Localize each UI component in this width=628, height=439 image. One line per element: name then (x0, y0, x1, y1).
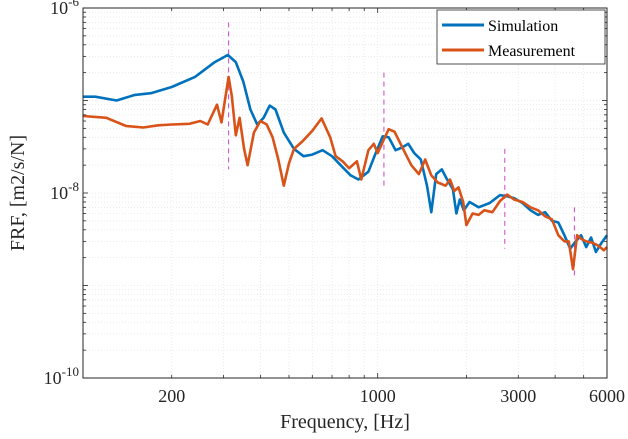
x-tick-label: 6000 (589, 386, 625, 406)
grid (83, 8, 607, 378)
y-tick-labels: 10-10 10-8 10-6 (44, 0, 80, 388)
x-tick-label: 200 (158, 386, 185, 406)
y-tick-label: 10-6 (50, 0, 79, 18)
x-tick-label: 1000 (360, 386, 396, 406)
legend-label-measurement: Measurement (488, 43, 576, 60)
legend-box (436, 9, 606, 65)
y-tick-label: 10-10 (44, 364, 79, 388)
legend: Simulation Measurement (436, 9, 606, 65)
series-line-measurement (82, 75, 608, 271)
legend-label-simulation: Simulation (488, 18, 558, 35)
y-tick-label: 10-8 (50, 179, 79, 203)
x-tick-label: 3000 (500, 386, 536, 406)
x-axis-title: Frequency, [Hz] (280, 411, 410, 433)
x-tick-labels: 200 1000 3000 6000 (158, 386, 625, 406)
series-lines (82, 53, 609, 271)
resonance-markers (228, 22, 575, 279)
y-axis-title: FRF, [m2/s/N] (7, 135, 29, 251)
